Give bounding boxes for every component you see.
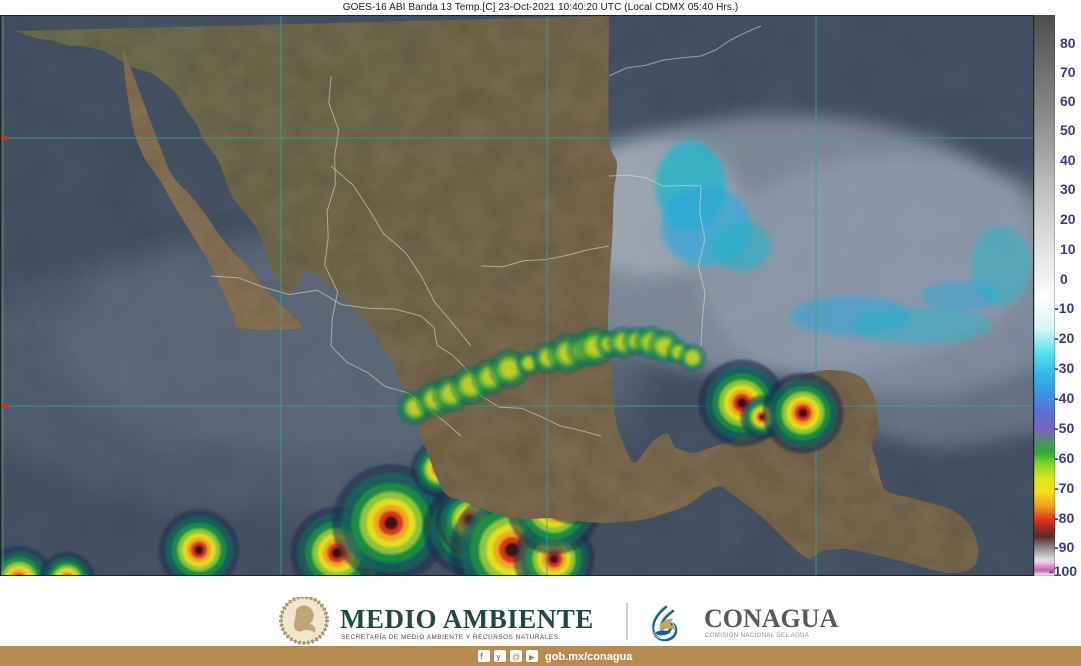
svg-text:COMISIÓN NACIONAL DEL AGUA: COMISIÓN NACIONAL DEL AGUA — [705, 632, 809, 639]
svg-text:-80: -80 — [1054, 510, 1074, 526]
svg-text:-70: -70 — [1054, 480, 1074, 496]
svg-text:70: 70 — [1060, 64, 1076, 80]
svg-text:-20: -20 — [1054, 330, 1074, 346]
svg-text:-100: -100 — [1049, 563, 1077, 579]
svg-text:30: 30 — [1060, 181, 1076, 197]
svg-text:-90: -90 — [1054, 539, 1074, 555]
svg-text:50: 50 — [1060, 122, 1076, 138]
svg-text:@: @ — [512, 653, 520, 662]
svg-text:MEDIO AMBIENTE: MEDIO AMBIENTE — [340, 604, 594, 634]
svg-text:-40: -40 — [1054, 390, 1074, 406]
svg-text:SECRETARÍA DE MEDIO AMBIENTE Y: SECRETARÍA DE MEDIO AMBIENTE Y RECURSOS … — [341, 632, 559, 641]
svg-text:y: y — [496, 653, 501, 662]
svg-text:10: 10 — [1060, 241, 1076, 257]
svg-text:-10: -10 — [1054, 300, 1074, 316]
svg-text:-30: -30 — [1054, 360, 1074, 376]
svg-text:CONAGUA: CONAGUA — [704, 604, 839, 633]
svg-text:20: 20 — [1060, 211, 1076, 227]
svg-text:0: 0 — [1060, 271, 1068, 287]
svg-text:-50: -50 — [1054, 420, 1074, 436]
svg-text:40: 40 — [1060, 152, 1076, 168]
svg-text:80: 80 — [1060, 35, 1076, 51]
svg-text:60: 60 — [1060, 93, 1076, 109]
svg-text:-60: -60 — [1054, 450, 1074, 466]
svg-text:gob.mx/conagua: gob.mx/conagua — [545, 651, 633, 663]
svg-text:▶: ▶ — [528, 655, 535, 662]
